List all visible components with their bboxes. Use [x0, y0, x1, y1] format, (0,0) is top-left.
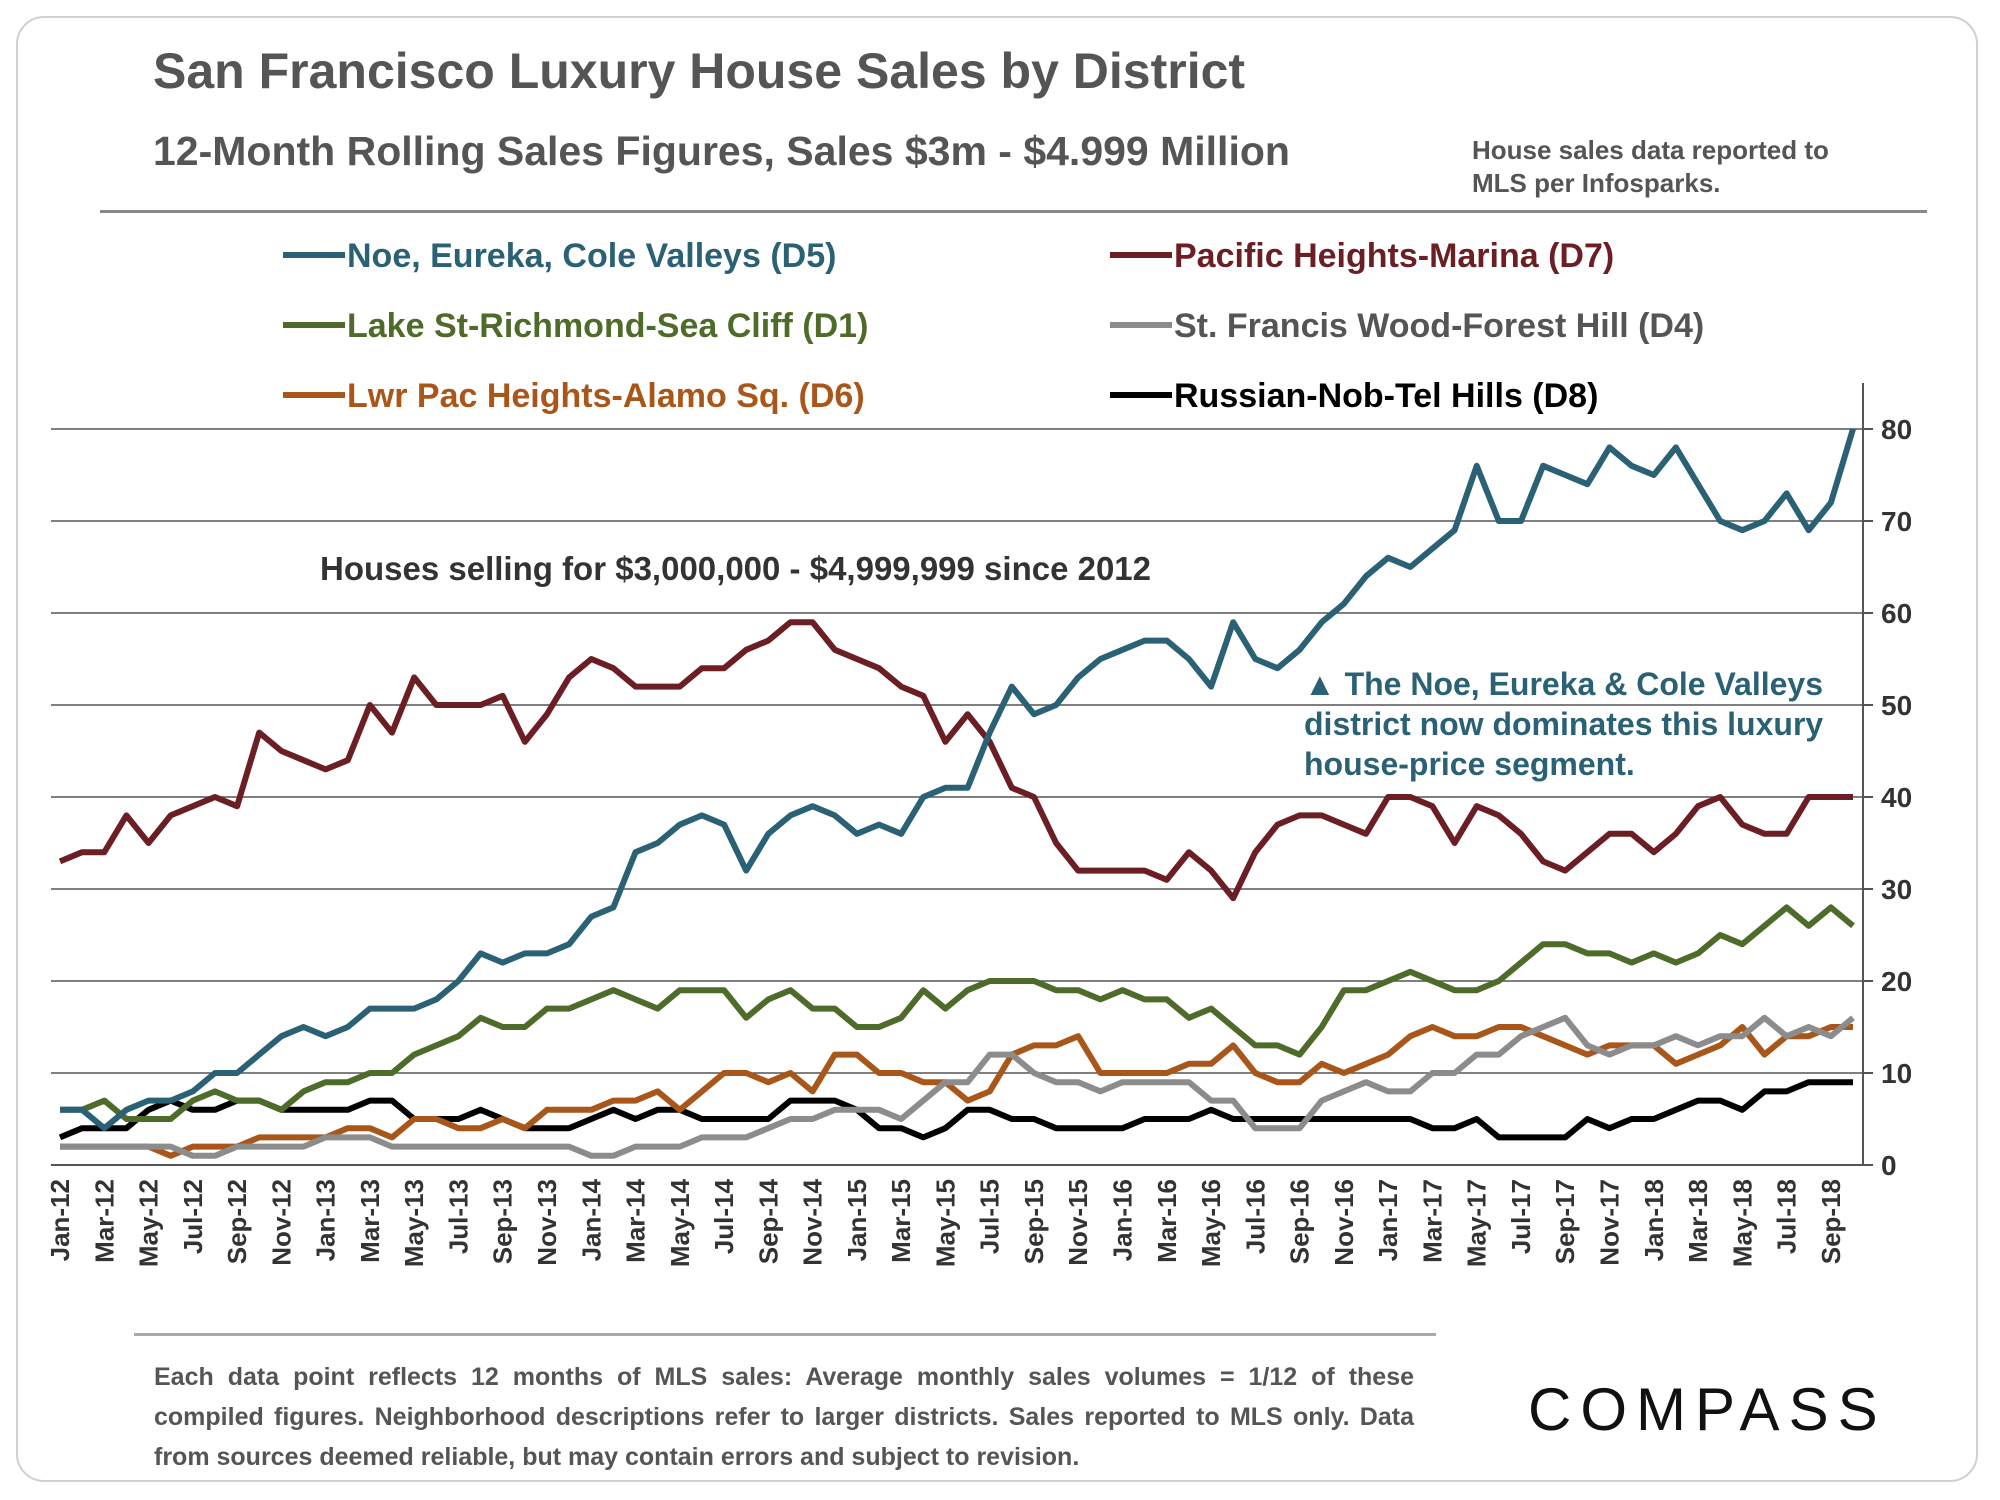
legend-label: St. Francis Wood-Forest Hill (D4) — [1174, 307, 1704, 345]
y-tick-label: 60 — [1881, 598, 1912, 629]
legend-label: Pacific Heights-Marina (D7) — [1174, 237, 1614, 275]
series-line — [60, 1014, 1855, 1159]
legend-label: Lake St-Richmond-Sea Cliff (D1) — [347, 307, 868, 345]
series-line — [60, 904, 1855, 1122]
title: San Francisco Luxury House Sales by Dist… — [153, 43, 1246, 99]
x-tick-label: Sep-15 — [1019, 1179, 1049, 1264]
footnote: Each data point reflects 12 months of ML… — [154, 1363, 1414, 1471]
x-tick-label: Nov-17 — [1595, 1179, 1625, 1266]
x-tick-label: Mar-12 — [89, 1179, 119, 1263]
series-line — [60, 428, 1856, 1132]
x-tick-label: Mar-14 — [621, 1178, 651, 1262]
x-tick-label: Jul-14 — [709, 1178, 739, 1254]
y-tick-label: 70 — [1881, 506, 1912, 537]
x-tick-label: May-12 — [134, 1179, 164, 1267]
x-tick-label: Jul-12 — [178, 1179, 208, 1254]
y-tick-label: 30 — [1881, 874, 1912, 905]
x-tick-label: Nov-12 — [266, 1179, 296, 1266]
x-tick-label: Jan-16 — [1108, 1179, 1138, 1261]
x-tick-label: Jul-13 — [443, 1179, 473, 1254]
x-tick-label: Jan-14 — [576, 1178, 606, 1261]
annotation: Houses selling for $3,000,000 - $4,999,9… — [320, 550, 1152, 587]
y-tick-label: 0 — [1881, 1150, 1897, 1181]
subtitle: 12-Month Rolling Sales Figures, Sales $3… — [153, 128, 1290, 174]
x-tick-label: Nov-13 — [532, 1179, 562, 1266]
series-line — [60, 1024, 1853, 1159]
x-tick-label: May-16 — [1196, 1179, 1226, 1267]
legend-label: Noe, Eureka, Cole Valleys (D5) — [347, 237, 836, 275]
x-tick-label: Jul-15 — [975, 1179, 1005, 1254]
x-tick-label: Nov-14 — [798, 1178, 828, 1265]
x-tick-label: May-13 — [399, 1179, 429, 1267]
x-tick-label: Nov-15 — [1063, 1179, 1093, 1266]
x-tick-label: Mar-17 — [1417, 1179, 1447, 1263]
x-tick-label: Sep-13 — [488, 1179, 518, 1264]
y-tick-label: 80 — [1881, 414, 1912, 445]
x-tick-label: Jan-13 — [311, 1179, 341, 1261]
legend-label: Russian-Nob-Tel Hills (D8) — [1174, 377, 1598, 415]
x-tick-label: May-14 — [665, 1178, 695, 1267]
x-tick-label: Sep-17 — [1550, 1179, 1580, 1264]
x-tick-label: Sep-18 — [1816, 1179, 1846, 1264]
x-tick-label: Mar-18 — [1683, 1179, 1713, 1263]
x-tick-label: Mar-15 — [886, 1179, 916, 1263]
x-tick-label: Mar-13 — [355, 1179, 385, 1263]
x-tick-label: May-15 — [930, 1179, 960, 1267]
series-line — [58, 619, 1853, 902]
y-tick-label: 20 — [1881, 966, 1912, 997]
x-tick-label: Jul-17 — [1506, 1179, 1536, 1254]
x-tick-label: Jan-18 — [1639, 1179, 1669, 1261]
x-tick-label: Mar-16 — [1152, 1179, 1182, 1263]
x-tick-label: Jan-15 — [842, 1179, 872, 1261]
y-tick-label: 40 — [1881, 782, 1912, 813]
x-tick-label: May-18 — [1727, 1179, 1757, 1267]
callout: ▲ The Noe, Eureka & Cole Valleys distric… — [1304, 666, 1824, 782]
x-tick-label: Sep-12 — [222, 1179, 252, 1264]
y-tick-label: 50 — [1881, 690, 1912, 721]
legend-label: Lwr Pac Heights-Alamo Sq. (D6) — [347, 377, 865, 415]
x-tick-label: Sep-16 — [1285, 1179, 1315, 1264]
x-tick-label: Jan-12 — [45, 1179, 75, 1261]
series-line — [58, 1079, 1853, 1141]
logo: COMPASS — [1528, 1376, 1887, 1443]
x-tick-label: Nov-16 — [1329, 1179, 1359, 1266]
x-tick-label: Jan-17 — [1373, 1179, 1403, 1261]
x-tick-label: May-17 — [1462, 1179, 1492, 1267]
x-tick-label: Jul-18 — [1772, 1179, 1802, 1254]
header-rule — [100, 210, 1927, 213]
source-note: House sales data reported to MLS per Inf… — [1472, 135, 1829, 198]
frame — [16, 16, 1978, 1482]
footer-rule — [134, 1333, 1436, 1336]
x-tick-label: Sep-14 — [753, 1178, 783, 1264]
x-tick-label: Jul-16 — [1240, 1179, 1270, 1254]
y-tick-label: 10 — [1881, 1058, 1912, 1089]
